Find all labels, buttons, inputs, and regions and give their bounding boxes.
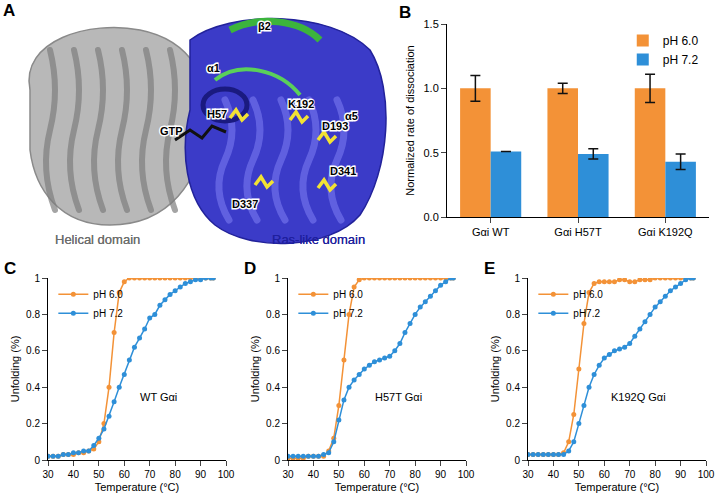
svg-text:D337: D337 xyxy=(232,198,258,210)
svg-text:Gαi WT: Gαi WT xyxy=(472,226,510,238)
svg-text:K192Q Gαi: K192Q Gαi xyxy=(611,391,666,403)
svg-text:30: 30 xyxy=(42,469,54,480)
html-text:D: D xyxy=(244,259,257,278)
svg-text:70: 70 xyxy=(144,469,156,480)
svg-text:1.5: 1.5 xyxy=(424,18,439,30)
svg-text:0: 0 xyxy=(34,455,40,466)
svg-text:100: 100 xyxy=(458,469,475,480)
svg-text:70: 70 xyxy=(624,469,636,480)
svg-text:Temperature (°C): Temperature (°C) xyxy=(335,481,419,493)
svg-text:70: 70 xyxy=(384,469,396,480)
svg-text:H57T Gαi: H57T Gαi xyxy=(375,391,422,403)
svg-text:0.2: 0.2 xyxy=(506,418,520,429)
svg-text:K192: K192 xyxy=(288,98,314,110)
svg-text:0.4: 0.4 xyxy=(506,382,520,393)
svg-text:80: 80 xyxy=(410,469,422,480)
svg-text:0.4: 0.4 xyxy=(266,382,280,393)
svg-text:0.5: 0.5 xyxy=(424,147,439,159)
svg-text:40: 40 xyxy=(308,469,320,480)
svg-text:0: 0 xyxy=(514,455,520,466)
svg-text:0.8: 0.8 xyxy=(26,309,40,320)
svg-text:Unfolding (%): Unfolding (%) xyxy=(489,336,501,403)
svg-text:90: 90 xyxy=(675,469,687,480)
svg-text:80: 80 xyxy=(170,469,182,480)
svg-text:α5: α5 xyxy=(345,110,357,122)
svg-text:0.0: 0.0 xyxy=(424,211,439,223)
svg-text:60: 60 xyxy=(599,469,611,480)
svg-text:100: 100 xyxy=(698,469,715,480)
svg-text:D193: D193 xyxy=(322,120,349,132)
svg-text:WT Gαi: WT Gαi xyxy=(140,391,177,403)
svg-text:1: 1 xyxy=(274,273,280,284)
svg-text:0.2: 0.2 xyxy=(266,418,280,429)
svg-text:β2: β2 xyxy=(258,20,271,32)
svg-text:50: 50 xyxy=(93,469,105,480)
svg-text:0.6: 0.6 xyxy=(506,345,520,356)
svg-text:30: 30 xyxy=(282,469,294,480)
svg-text:α5: α5 xyxy=(345,110,358,122)
svg-text:1: 1 xyxy=(514,273,520,284)
svg-text:Gαi H57T: Gαi H57T xyxy=(554,226,602,238)
svg-text:60: 60 xyxy=(359,469,371,480)
svg-text:60: 60 xyxy=(119,469,131,480)
svg-text:1.0: 1.0 xyxy=(424,82,439,94)
svg-text:0: 0 xyxy=(274,455,280,466)
svg-text:Unfolding (%): Unfolding (%) xyxy=(9,336,21,403)
svg-text:80: 80 xyxy=(650,469,662,480)
svg-text:90: 90 xyxy=(435,469,447,480)
svg-text:30: 30 xyxy=(522,469,534,480)
svg-text:50: 50 xyxy=(573,469,585,480)
svg-text:Helical domain: Helical domain xyxy=(55,232,140,247)
svg-text:50: 50 xyxy=(333,469,345,480)
svg-text:H57: H57 xyxy=(207,108,227,120)
svg-text:Temperature (°C): Temperature (°C) xyxy=(95,481,179,493)
svg-text:0.6: 0.6 xyxy=(26,345,40,356)
svg-text:GTP: GTP xyxy=(160,125,183,137)
svg-text:Gαi K192Q: Gαi K192Q xyxy=(638,226,693,238)
svg-text:pH 7.2: pH 7.2 xyxy=(333,308,363,319)
svg-text:pH 7.2: pH 7.2 xyxy=(663,53,699,67)
svg-text:100: 100 xyxy=(218,469,235,480)
svg-text:Ras-like domain: Ras-like domain xyxy=(272,232,365,247)
svg-text:D341: D341 xyxy=(330,165,356,177)
html-text:C: C xyxy=(4,259,17,278)
svg-text:Helical domain: Helical domain xyxy=(55,232,140,247)
svg-text:pH7.2: pH7.2 xyxy=(573,308,600,319)
svg-text:α1: α1 xyxy=(207,62,220,74)
svg-text:H57: H57 xyxy=(207,108,227,120)
svg-text:β2: β2 xyxy=(258,20,270,32)
html-text:A: A xyxy=(3,1,16,20)
svg-text:40: 40 xyxy=(68,469,80,480)
svg-text:Normalized rate of dissociatio: Normalized rate of dissociation xyxy=(404,45,416,195)
svg-text:Ras-like domain: Ras-like domain xyxy=(272,232,365,247)
svg-text:Unfolding (%): Unfolding (%) xyxy=(249,336,261,403)
svg-text:0.8: 0.8 xyxy=(506,309,520,320)
html-text:E: E xyxy=(484,259,496,278)
svg-text:α1: α1 xyxy=(207,62,219,74)
svg-text:40: 40 xyxy=(548,469,560,480)
svg-text:K192: K192 xyxy=(288,98,314,110)
svg-text:pH 7.2: pH 7.2 xyxy=(93,308,123,319)
svg-text:Temperature (°C): Temperature (°C) xyxy=(575,481,659,493)
svg-text:90: 90 xyxy=(195,469,207,480)
svg-text:0.8: 0.8 xyxy=(266,309,280,320)
svg-text:D341: D341 xyxy=(330,165,356,177)
svg-text:0.2: 0.2 xyxy=(26,418,40,429)
svg-text:D337: D337 xyxy=(232,198,258,210)
svg-text:1: 1 xyxy=(34,273,40,284)
svg-text:0.6: 0.6 xyxy=(266,345,280,356)
svg-text:pH 6.0: pH 6.0 xyxy=(663,34,699,48)
svg-text:0.4: 0.4 xyxy=(26,382,40,393)
html-text:B: B xyxy=(399,3,412,22)
svg-text:pH 6.0: pH 6.0 xyxy=(93,289,123,300)
svg-text:pH 6.0: pH 6.0 xyxy=(573,289,603,300)
svg-text:pH 6.0: pH 6.0 xyxy=(333,289,363,300)
svg-text:GTP: GTP xyxy=(160,125,183,137)
